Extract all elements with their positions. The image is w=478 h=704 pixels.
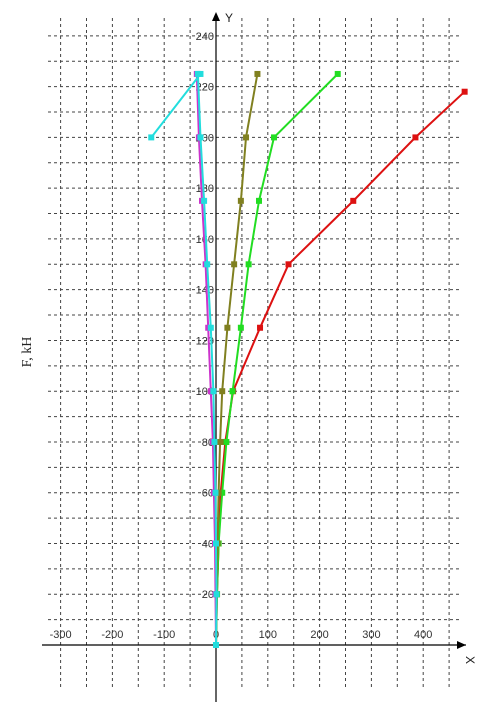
data-point xyxy=(207,324,214,331)
y-axis-name: Y xyxy=(225,11,233,25)
data-point xyxy=(224,324,231,331)
data-point xyxy=(412,134,419,141)
axes xyxy=(42,12,466,702)
y-tick-label: 20 xyxy=(202,589,214,601)
x-tick-label: 100 xyxy=(259,629,277,641)
data-point xyxy=(197,134,204,141)
data-point xyxy=(461,88,468,95)
data-point xyxy=(148,134,155,141)
series-layer xyxy=(148,70,468,648)
data-point xyxy=(255,197,262,204)
data-point xyxy=(285,261,292,268)
data-point xyxy=(257,324,264,331)
data-point xyxy=(213,591,220,598)
data-point xyxy=(219,388,226,395)
data-point xyxy=(211,438,218,445)
data-point xyxy=(213,642,219,648)
x-axis-arrow xyxy=(457,641,466,649)
series-line xyxy=(150,73,218,646)
x-tick-label: -300 xyxy=(50,629,72,641)
x-tick-label: 300 xyxy=(362,629,380,641)
data-point xyxy=(254,70,261,77)
data-point xyxy=(237,324,244,331)
x-axis-name: X xyxy=(463,656,477,664)
y-tick-label: 140 xyxy=(196,285,214,297)
y-axis-arrow xyxy=(212,12,220,21)
data-point xyxy=(223,438,230,445)
data-point xyxy=(212,489,219,496)
data-point xyxy=(229,388,236,395)
data-point xyxy=(204,261,211,268)
data-point xyxy=(231,261,238,268)
series-2 xyxy=(213,70,341,648)
x-tick-label: 200 xyxy=(310,629,328,641)
data-point xyxy=(245,261,252,268)
x-tick-label: -100 xyxy=(153,629,175,641)
y-tick-label: 220 xyxy=(196,82,214,94)
data-point xyxy=(334,70,341,77)
data-point xyxy=(237,197,244,204)
tick-labels: -300 -200 -100 0 100 200 300 400204060801001201… xyxy=(50,31,433,641)
series-1 xyxy=(213,88,468,648)
y-tick-label: 240 xyxy=(196,31,214,43)
y-tick-label: 180 xyxy=(196,183,214,195)
x-tick-label: 400 xyxy=(414,629,432,641)
data-point xyxy=(213,540,219,547)
data-point xyxy=(201,197,208,204)
data-point xyxy=(215,489,222,496)
grid xyxy=(48,18,462,690)
data-point xyxy=(350,197,357,204)
y-tick-label: 40 xyxy=(202,538,214,550)
y-axis-label: F, kH xyxy=(20,337,35,368)
x-tick-label: -200 xyxy=(101,629,123,641)
series-line xyxy=(215,90,466,646)
data-point xyxy=(243,134,250,141)
data-point xyxy=(217,438,224,445)
data-point xyxy=(271,134,278,141)
series-line xyxy=(195,73,217,646)
data-point xyxy=(197,70,204,77)
series-5 xyxy=(148,70,220,648)
data-point xyxy=(219,489,226,496)
data-point xyxy=(210,388,217,395)
